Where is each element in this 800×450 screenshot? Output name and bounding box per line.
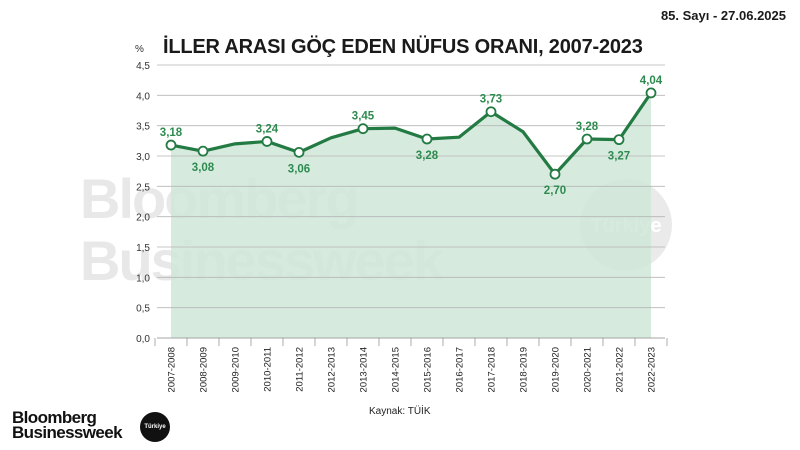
data-line — [170, 92, 653, 176]
x-tick-label: 2020-2021 — [583, 347, 594, 392]
x-tick-label: 2011-2012 — [295, 347, 306, 392]
x-tick-label: 2010-2011 — [263, 347, 274, 392]
data-point-marker — [261, 136, 273, 147]
data-point-marker — [357, 123, 369, 135]
x-tick-label: 2017-2018 — [487, 347, 498, 392]
x-tick-label: 2009-2010 — [231, 347, 242, 392]
data-point-marker — [549, 168, 561, 180]
data-point-label: 3,28 — [416, 150, 439, 162]
data-labels: 3,18 3,08 3,24 3,06 3,45 3,28 3,73 2,70 3,28 3,27… — [160, 75, 663, 197]
data-point-label: 3,45 — [352, 111, 375, 123]
data-point-marker — [197, 145, 209, 157]
data-point-label: 3,27 — [608, 151, 630, 163]
x-tick-label: 2015-2016 — [423, 347, 434, 392]
brand-line-1: Bloomberg — [12, 408, 97, 427]
area-fill — [171, 92, 651, 338]
y-tick-label: 3,5 — [136, 122, 150, 133]
x-tick-label: 2018-2019 — [519, 347, 530, 392]
source-note: Kaynak: TÜİK — [369, 406, 431, 417]
data-point-label: 2,70 — [544, 185, 566, 197]
y-tick-label: 2,5 — [136, 182, 150, 193]
x-tick-label: 2008-2009 — [199, 347, 210, 392]
data-point-marker — [293, 146, 305, 158]
y-axis-unit: % — [135, 44, 144, 55]
data-point-label: 3,06 — [288, 163, 310, 175]
y-tick-label: 4,5 — [136, 61, 150, 72]
y-tick-label: 0,5 — [136, 304, 150, 315]
y-tick-label: 1,5 — [136, 243, 150, 254]
data-point-marker — [645, 87, 657, 99]
y-tick-label: 3,0 — [136, 152, 150, 163]
x-tick-label: 2007-2008 — [167, 347, 178, 392]
brand-badge-icon: Türkiye — [140, 412, 170, 442]
data-point-marker — [165, 139, 177, 151]
data-point-label: 3,08 — [192, 162, 215, 174]
data-point-label: 3,73 — [480, 94, 502, 106]
y-axis: 0,0 0,5 1,0 1,5 2,0 2,5 3,0 3,5 4,0 4,5 — [136, 61, 665, 345]
data-point-marker — [581, 133, 593, 145]
x-tick-label: 2021-2022 — [615, 347, 626, 392]
x-axis: 2007-2008 2008-2009 2009-2010 2010-2011 2011… — [154, 337, 668, 392]
data-point-marker — [485, 106, 497, 118]
data-point-label: 3,28 — [576, 121, 599, 133]
chart-title: İLLER ARASI GÖÇ EDEN NÜFUS ORANI, 2007-2… — [163, 36, 643, 58]
y-tick-label: 0,0 — [136, 334, 150, 345]
issue-date: 85. Sayı - 27.06.2025 — [660, 8, 786, 23]
x-tick-label: 2014-2015 — [391, 347, 402, 392]
x-tick-label: 2013-2014 — [359, 347, 370, 392]
x-tick-label: 2022-2023 — [647, 347, 658, 392]
x-tick-label: 2019-2020 — [551, 347, 562, 392]
data-point-marker — [613, 134, 625, 146]
brand-line-2: Businessweek — [12, 423, 123, 442]
data-point-label: 3,18 — [160, 127, 183, 139]
y-tick-label: 2,0 — [136, 213, 150, 224]
data-point-label: 4,04 — [640, 75, 663, 87]
x-tick-label: 2012-2013 — [327, 347, 338, 392]
y-tick-label: 1,0 — [136, 273, 150, 284]
data-point-label: 3,24 — [256, 123, 279, 135]
brand-logo: Bloomberg Businessweek — [12, 408, 123, 442]
x-tick-label: 2016-2017 — [455, 347, 466, 392]
data-point-marker — [421, 133, 433, 145]
y-tick-label: 4,0 — [136, 91, 150, 102]
